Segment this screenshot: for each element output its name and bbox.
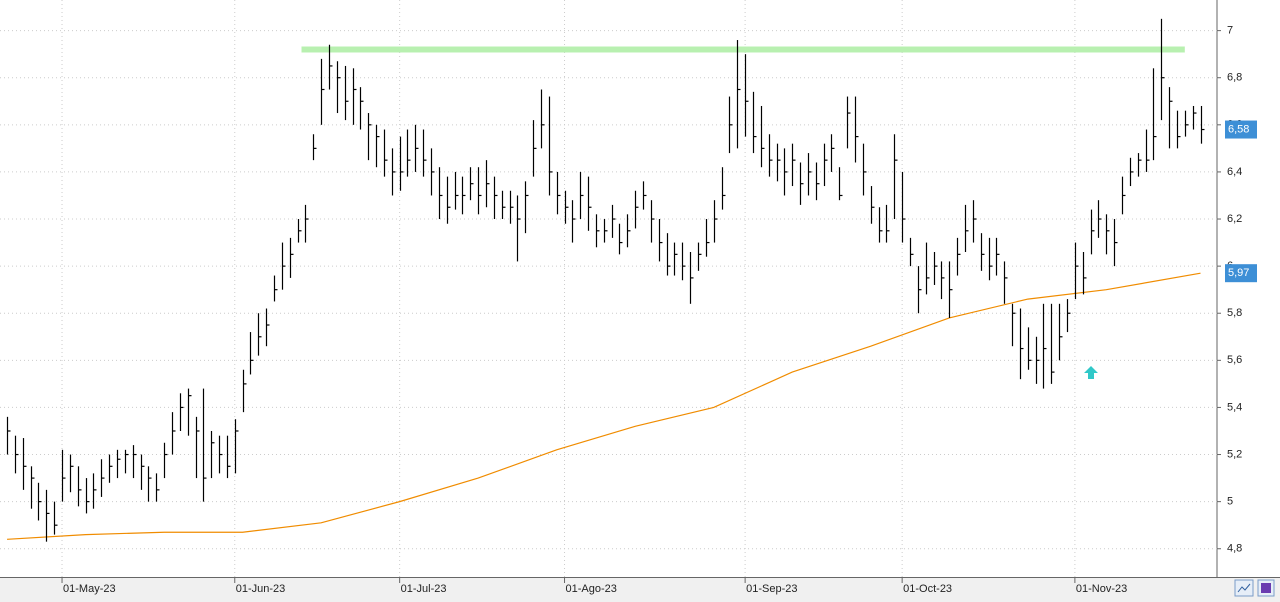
price-label-box: [1225, 120, 1257, 139]
y-tick-label: 5: [1227, 496, 1233, 508]
x-tick-label: 01-May-23: [63, 583, 116, 595]
moving-average-line: [7, 272, 1201, 540]
price-label-box: [1225, 264, 1257, 283]
y-tick-label: 5,6: [1227, 354, 1242, 366]
y-tick-label: 4,8: [1227, 543, 1242, 555]
signal-arrow: [1084, 366, 1098, 379]
price-label: 5,97: [1228, 267, 1249, 279]
y-tick-label: 5,2: [1227, 448, 1242, 460]
save-icon: [1261, 583, 1271, 593]
y-tick-label: 6,8: [1227, 72, 1242, 84]
y-tick-label: 5,4: [1227, 401, 1242, 413]
x-tick-label: 01-Nov-23: [1076, 583, 1127, 595]
y-tick-label: 7: [1227, 25, 1233, 37]
zoom-icon: [1237, 583, 1251, 593]
price-label: 6,58: [1228, 123, 1249, 135]
x-tick-label: 01-Ago-23: [566, 583, 617, 595]
x-tick-label: 01-Oct-23: [903, 583, 952, 595]
zoom-button[interactable]: [1234, 579, 1254, 597]
x-axis-band: [0, 578, 1280, 602]
x-tick-label: 01-Jul-23: [401, 583, 447, 595]
x-tick-label: 01-Jun-23: [236, 583, 286, 595]
y-tick-label: 6,4: [1227, 166, 1242, 178]
y-tick-label: 5,8: [1227, 307, 1242, 319]
x-tick-label: 01-Sep-23: [746, 583, 797, 595]
toolbar: [1234, 579, 1275, 597]
y-tick-label: 6,2: [1227, 213, 1242, 225]
